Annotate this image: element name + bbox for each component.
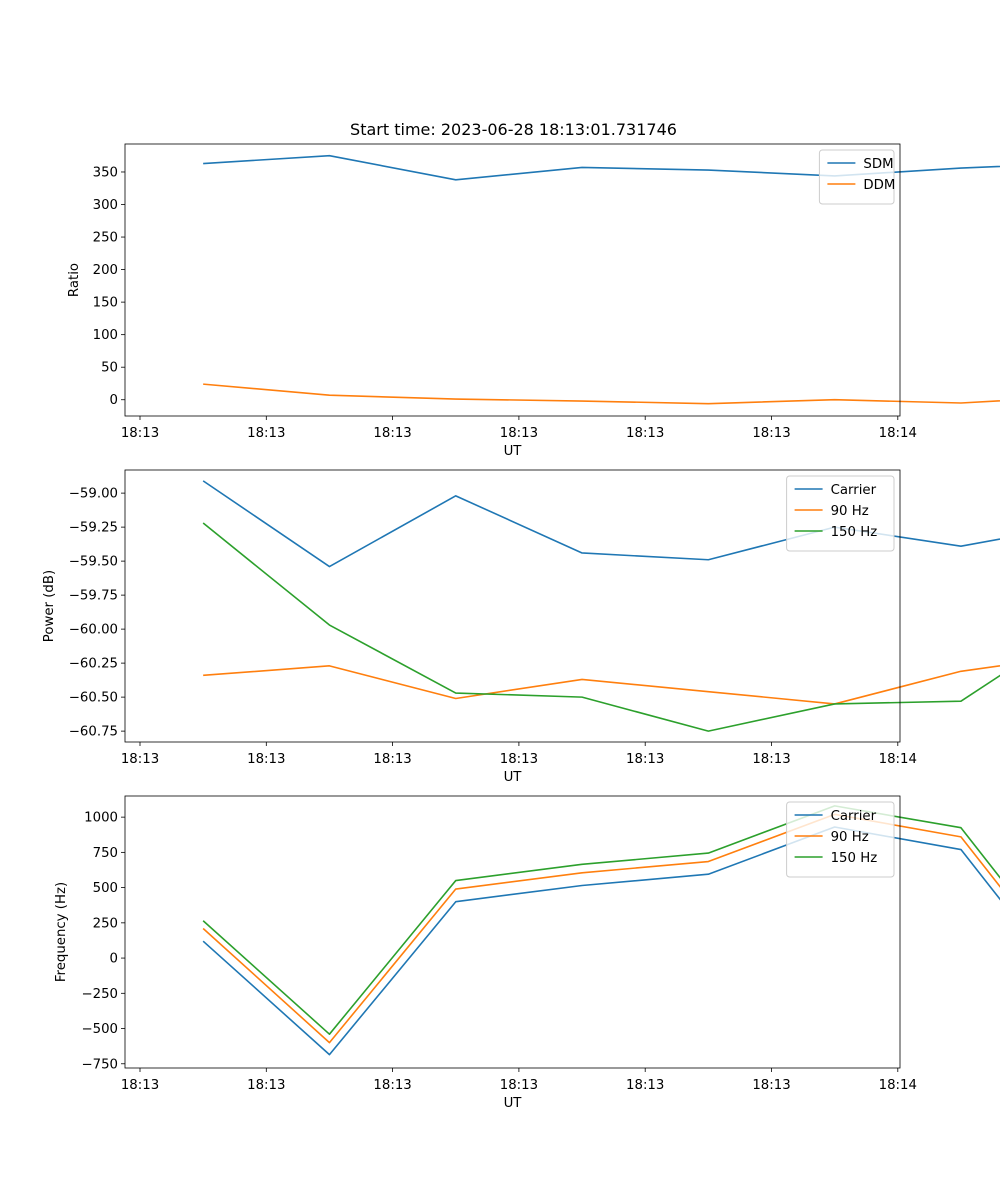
panel-1: Start time: 2023-06-28 18:13:01.731746 0 5… xyxy=(67,120,1000,459)
x-tick-label: 18:13 xyxy=(752,752,790,767)
x-tick-label: 18:13 xyxy=(752,1078,790,1093)
x-axis-label: UT xyxy=(504,770,523,785)
y-tick-label: 500 xyxy=(93,881,118,896)
series-line-carrier xyxy=(202,826,1000,1056)
y-tick-label: 250 xyxy=(93,916,118,931)
legend-label: 150 Hz xyxy=(831,525,878,540)
x-tick-label: 18:14 xyxy=(879,426,917,441)
y-tick-label: 200 xyxy=(93,263,118,278)
x-tick-label: 18:13 xyxy=(121,1078,159,1093)
x-tick-label: 18:13 xyxy=(626,752,664,767)
y-tick-label: −59.00 xyxy=(69,487,118,502)
series-line-carrier xyxy=(202,480,1000,568)
legend-label: SDM xyxy=(863,157,893,172)
legend: SDM DDM xyxy=(818,149,895,205)
series-line-sdm xyxy=(203,154,1000,181)
y-axis-label: Ratio xyxy=(67,263,82,297)
legend: Carrier 90 Hz 150 Hz xyxy=(786,801,895,878)
y-tick-label: 1000 xyxy=(84,811,118,826)
series-line-90-hz xyxy=(203,665,1000,705)
y-axis-label: Power (dB) xyxy=(42,570,57,642)
x-tick-label: 18:13 xyxy=(247,752,285,767)
x-tick-label: 18:13 xyxy=(121,752,159,767)
y-tick-label: −60.75 xyxy=(69,725,118,740)
x-tick-label: 18:13 xyxy=(500,426,538,441)
y-tick-label: −60.25 xyxy=(69,657,118,672)
legend-label: Carrier xyxy=(831,809,877,824)
x-axis-label: UT xyxy=(504,1096,523,1111)
y-tick-label: 50 xyxy=(101,361,118,376)
x-tick-label: 18:13 xyxy=(752,426,790,441)
series-line-ddm xyxy=(203,383,1000,405)
x-tick-label: 18:13 xyxy=(500,1078,538,1093)
chart-title: Start time: 2023-06-28 18:13:01.731746 xyxy=(350,120,677,139)
y-tick-label: −59.25 xyxy=(69,521,118,536)
x-tick-label: 18:13 xyxy=(121,426,159,441)
legend: Carrier 90 Hz 150 Hz xyxy=(786,475,895,552)
y-tick-label: −59.50 xyxy=(69,555,118,570)
plot-frame xyxy=(124,795,901,1069)
y-tick-label: 0 xyxy=(110,952,118,967)
legend-label: Carrier xyxy=(831,483,877,498)
x-tick-label: 18:14 xyxy=(879,1078,917,1093)
x-tick-label: 18:13 xyxy=(373,1078,411,1093)
legend-label: 90 Hz xyxy=(831,830,869,845)
y-tick-label: −250 xyxy=(81,987,118,1002)
legend-label: DDM xyxy=(863,178,895,193)
y-tick-label: −750 xyxy=(81,1057,118,1072)
panel-2: −59.00 −59.25 −59.50 −59.75 −60.00 −60.25 −60.… xyxy=(42,469,1000,785)
plot-frame xyxy=(124,469,901,743)
series-line-90-hz xyxy=(202,813,1000,1044)
y-tick-label: −59.75 xyxy=(69,589,118,604)
legend-box xyxy=(786,475,895,552)
legend-label: 150 Hz xyxy=(831,851,878,866)
y-tick-label: 0 xyxy=(110,393,118,408)
legend-label: 90 Hz xyxy=(831,504,869,519)
x-tick-label: 18:14 xyxy=(879,752,917,767)
x-tick-label: 18:13 xyxy=(247,1078,285,1093)
x-tick-label: 18:13 xyxy=(500,752,538,767)
y-tick-label: −60.50 xyxy=(69,691,118,706)
x-tick-label: 18:13 xyxy=(247,426,285,441)
x-tick-label: 18:13 xyxy=(626,1078,664,1093)
y-axis-label: Frequency (Hz) xyxy=(54,882,69,982)
x-tick-label: 18:13 xyxy=(373,752,411,767)
y-tick-label: 350 xyxy=(93,165,118,180)
x-tick-label: 18:13 xyxy=(373,426,411,441)
y-tick-label: 300 xyxy=(93,198,118,213)
legend-box xyxy=(786,801,895,878)
y-tick-label: −500 xyxy=(81,1022,118,1037)
series-line-150-hz xyxy=(202,805,1000,1035)
y-tick-label: 250 xyxy=(93,231,118,246)
x-axis-label: UT xyxy=(504,444,523,459)
series-line-150-hz xyxy=(202,522,1000,732)
x-tick-label: 18:13 xyxy=(626,426,664,441)
y-tick-label: −60.00 xyxy=(69,623,118,638)
y-tick-label: 750 xyxy=(93,846,118,861)
y-tick-label: 150 xyxy=(93,296,118,311)
plot-frame xyxy=(124,143,901,417)
y-tick-label: 100 xyxy=(93,328,118,343)
panel-3: −750 −500 −250 0 250 500 750 1000 18:13 18:13 18:1… xyxy=(54,795,1000,1111)
